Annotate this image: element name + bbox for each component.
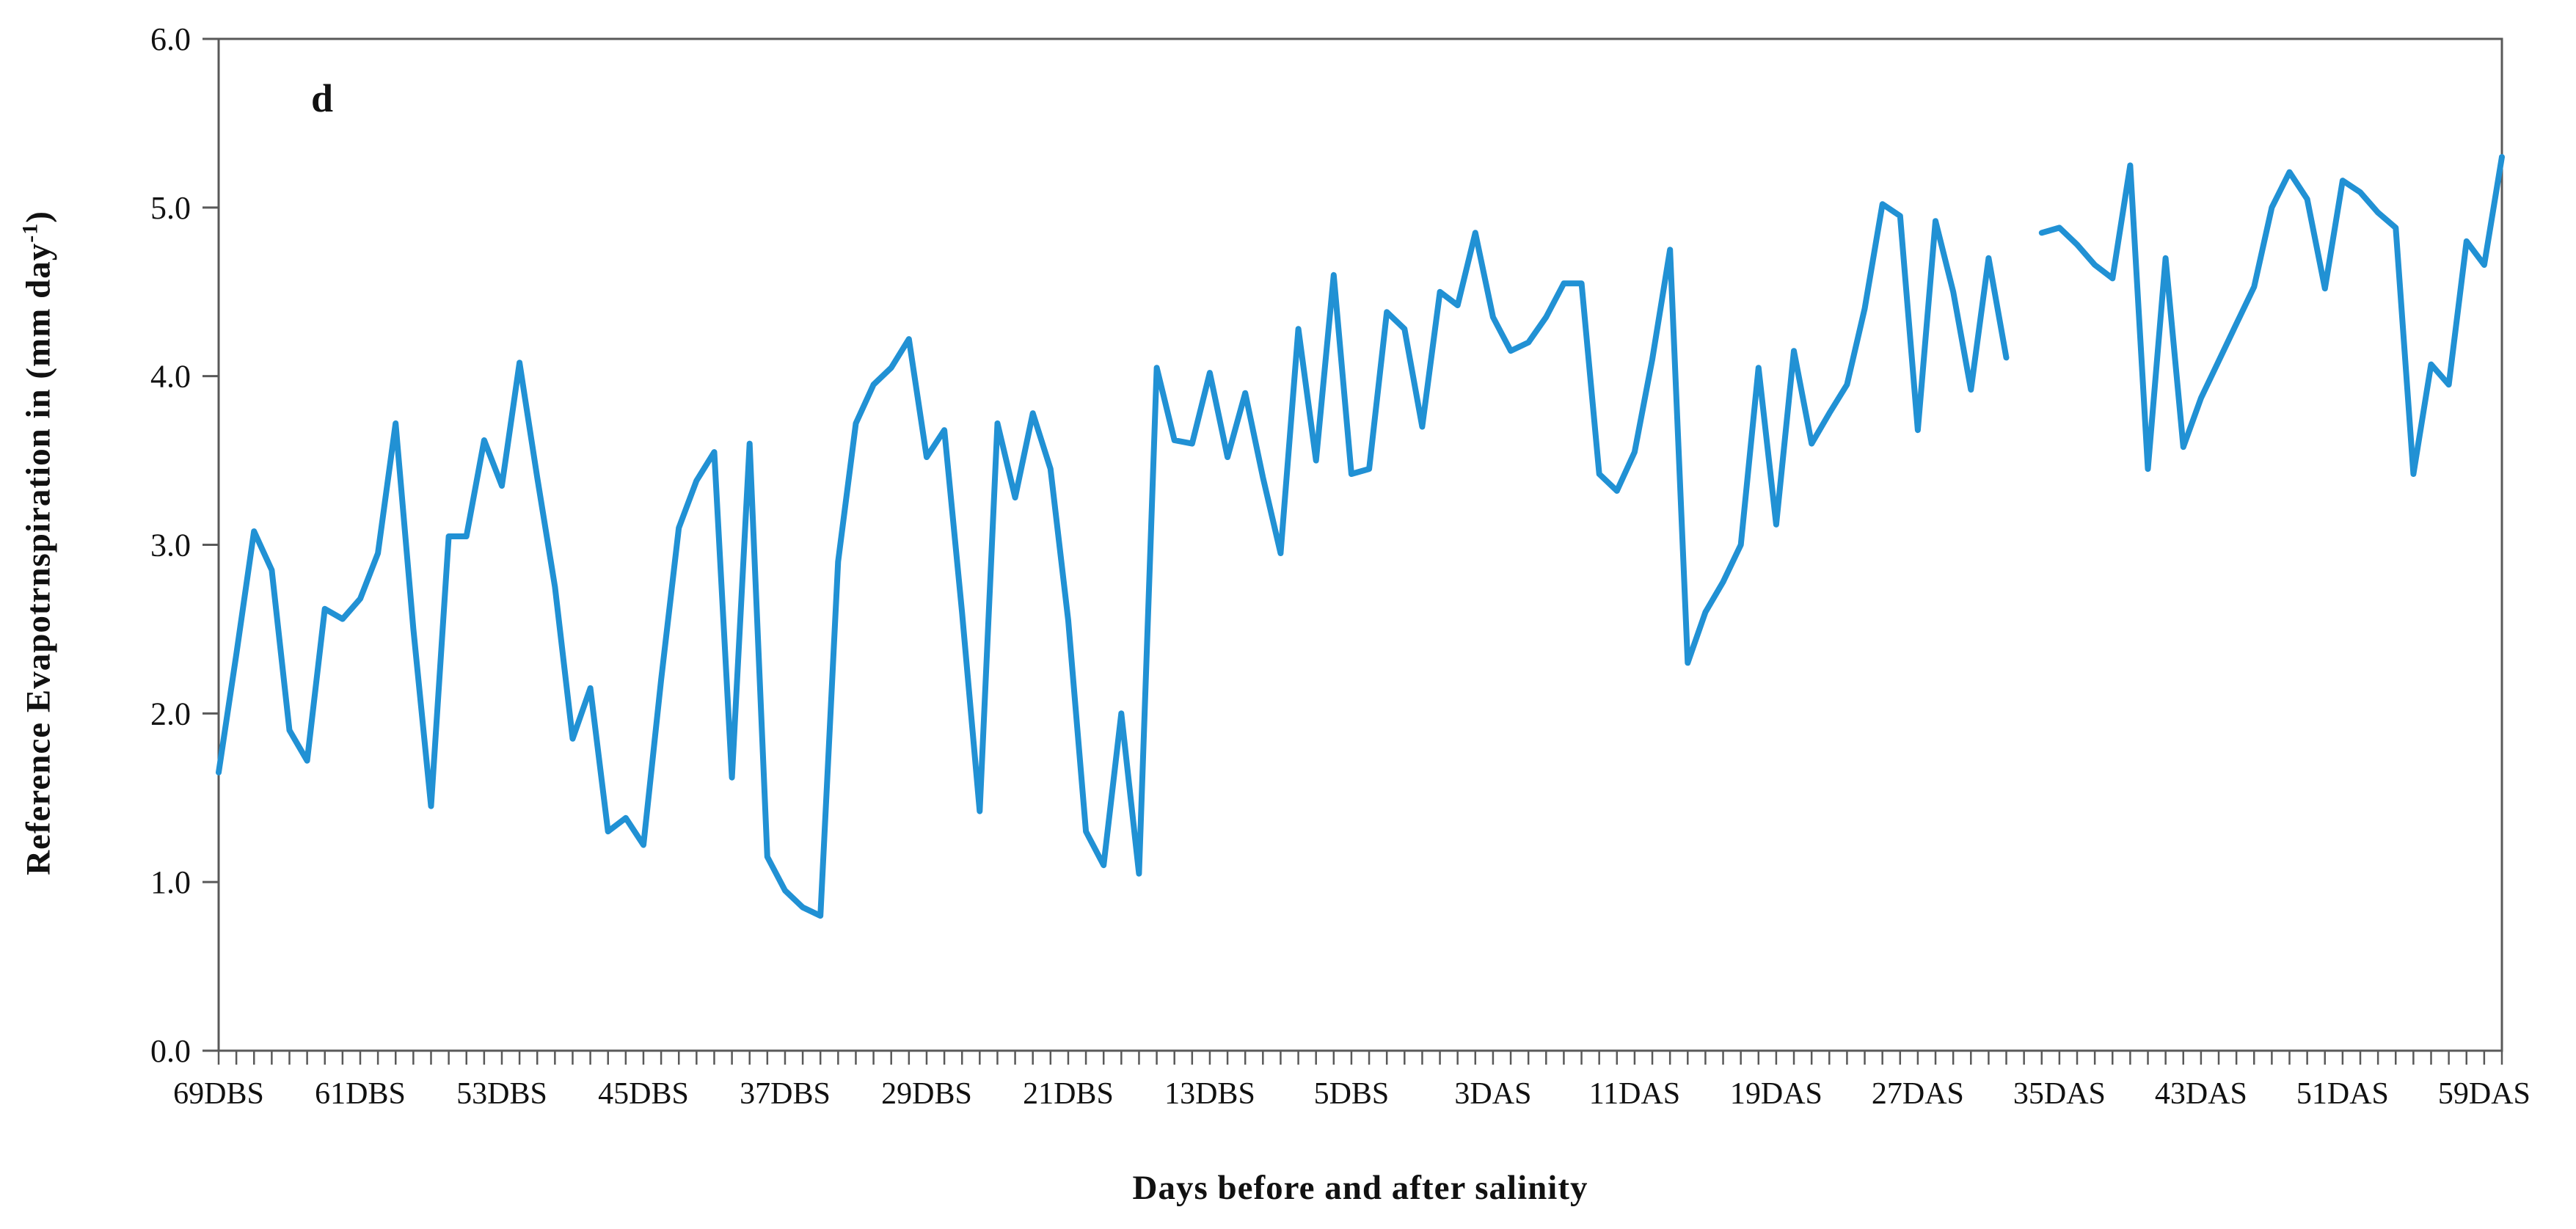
x-tick-label: 13DBS <box>1164 1077 1255 1111</box>
x-tick-label: 3DAS <box>1454 1077 1531 1111</box>
eto-line <box>216 153 2505 919</box>
x-tick-label: 19DAS <box>1730 1077 1822 1111</box>
y-axis-title: Reference Evapotrnspiration in (mm day-1… <box>18 211 59 875</box>
x-tick-label: 37DBS <box>740 1077 831 1111</box>
y-tick-label: 3.0 <box>150 528 191 564</box>
x-tick-label: 29DBS <box>881 1077 972 1111</box>
x-tick-label: 35DAS <box>2013 1077 2106 1111</box>
panel-label: d <box>311 76 334 120</box>
x-axis-title: Days before and after salinity <box>1132 1169 1588 1207</box>
x-tick-label: 51DAS <box>2296 1077 2389 1111</box>
y-axis-title-suffix: ) <box>19 211 58 223</box>
y-tick-label: 2.0 <box>150 696 191 732</box>
y-tick-label: 4.0 <box>150 359 191 395</box>
x-tick-label: 53DBS <box>456 1077 547 1111</box>
x-tick-label: 11DAS <box>1589 1077 1680 1111</box>
x-tick-label: 69DBS <box>173 1077 264 1111</box>
y-tick-label: 1.0 <box>150 864 191 900</box>
y-tick-label: 0.0 <box>150 1033 191 1069</box>
x-tick-label: 59DAS <box>2438 1077 2531 1111</box>
x-tick-label: 45DBS <box>598 1077 689 1111</box>
x-tick-label: 27DAS <box>1872 1077 1964 1111</box>
y-tick-label: 5.0 <box>150 190 191 226</box>
y-axis-title-superscript: -1 <box>18 222 43 243</box>
y-axis-title-text: Reference Evapotrnspiration in (mm day <box>19 242 58 875</box>
x-tick-label: 43DAS <box>2155 1077 2247 1111</box>
x-tick-label: 21DBS <box>1023 1077 1114 1111</box>
x-tick-label: 61DBS <box>315 1077 406 1111</box>
y-tick-label: 6.0 <box>150 21 191 57</box>
x-tick-label: 5DBS <box>1314 1077 1390 1111</box>
plot-frame <box>217 37 2503 1052</box>
